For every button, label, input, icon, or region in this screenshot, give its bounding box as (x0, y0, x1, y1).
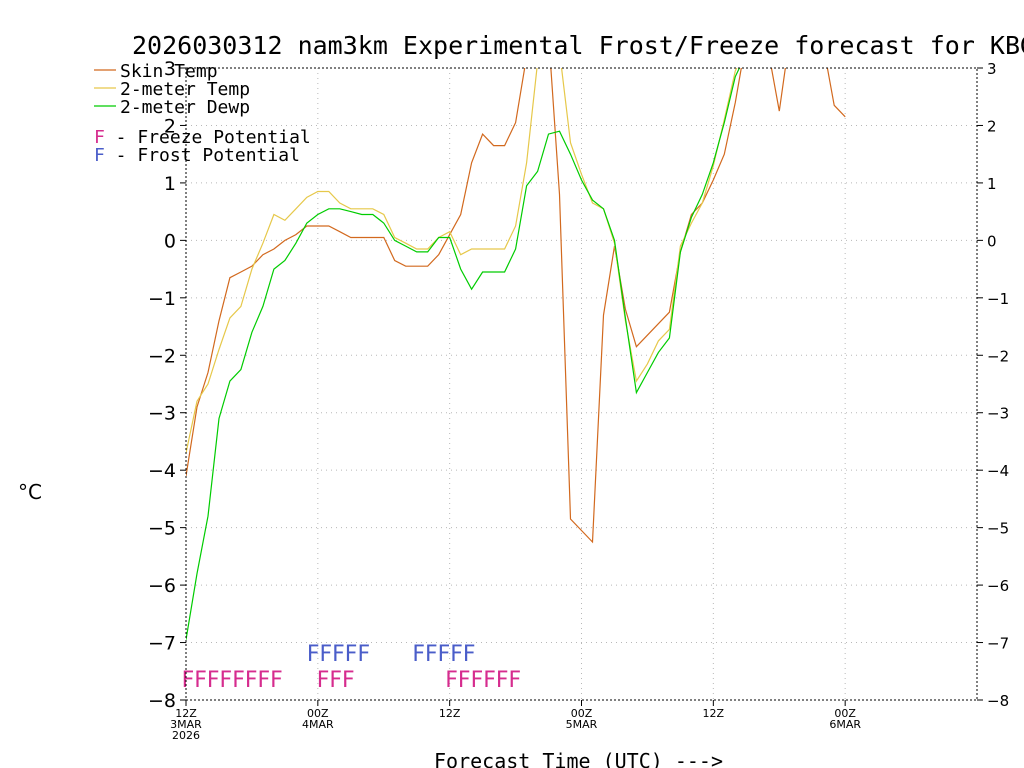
freeze-marker: FFF (317, 668, 355, 693)
x-tick-label: 00Z (834, 707, 856, 720)
legend-label: 2-meter Temp (120, 79, 250, 100)
x-tick-label: 5MAR (566, 718, 598, 731)
legend-marker-label: F - Frost Potential (94, 145, 300, 166)
y-axis-left: −8 −7 −6 −5 −4 −3 −2 −1 0 1 2 3 (148, 58, 186, 712)
x-tick-label: 12Z (439, 707, 461, 720)
y-tick-label: 0 (164, 230, 176, 252)
y-tick-label-right: −7 (987, 635, 1009, 653)
y-tick-label: 1 (164, 173, 176, 195)
y-tick-label-right: −3 (987, 405, 1009, 423)
y-tick-label-right: −2 (987, 347, 1009, 365)
y-tick-label-right: 3 (987, 60, 997, 78)
y-axis-label: °C (18, 480, 42, 504)
series-line-1 (186, 68, 738, 454)
y-tick-label: −4 (148, 460, 176, 482)
x-tick-label: 6MAR (829, 718, 861, 731)
chart-title: 2026030312 nam3km Experimental Frost/Fre… (132, 31, 1024, 60)
legend-label: Skin Temp (120, 61, 218, 82)
x-axis-label: Forecast Time (UTC) ---> (434, 749, 723, 768)
y-tick-label-right: −1 (987, 290, 1009, 308)
series-lines (186, 68, 846, 640)
y-tick-label-right: 2 (987, 117, 997, 135)
y-tick-label: −6 (148, 575, 176, 597)
y-tick-label: −7 (148, 633, 176, 655)
legend-marker-label: F - Freeze Potential (94, 127, 311, 148)
x-tick-label: 2026 (172, 729, 200, 742)
series-line-0 (186, 68, 846, 544)
freeze-marker: FFFFFFFF (182, 668, 283, 693)
y-tick-label-right: 1 (987, 175, 997, 193)
y-axis-right: −8 −7 −6 −5 −4 −3 −2 −1 0 1 2 3 (977, 60, 1009, 710)
y-tick-label-right: 0 (987, 232, 997, 250)
grid (186, 68, 977, 700)
legend-label: 2-meter Dewp (120, 97, 250, 118)
y-tick-label: −2 (148, 345, 176, 367)
y-tick-label: −1 (148, 288, 176, 310)
frost-marker: FFFFF (412, 642, 475, 667)
x-tick-label: 12Z (175, 707, 197, 720)
y-tick-label: 2 (164, 115, 176, 137)
y-tick-label: −5 (148, 518, 176, 540)
y-tick-label-right: −5 (987, 520, 1009, 538)
y-tick-label-right: −8 (987, 692, 1009, 710)
frost-marker: FFFFF (307, 642, 370, 667)
x-tick-label: 12Z (703, 707, 725, 720)
y-tick-label-right: −4 (987, 462, 1009, 480)
y-tick-label: 3 (164, 58, 176, 80)
y-tick-label: −8 (148, 690, 176, 712)
x-tick-label: 00Z (571, 707, 593, 720)
x-tick-label: 00Z (307, 707, 329, 720)
y-tick-label: −3 (148, 403, 176, 425)
x-tick-label: 4MAR (302, 718, 334, 731)
y-tick-label-right: −6 (987, 577, 1009, 595)
x-tick-label: 3MAR (170, 718, 202, 731)
series-line-2 (186, 68, 741, 640)
freeze-marker: FFFFFF (445, 668, 521, 693)
plot-frame (185, 67, 978, 701)
